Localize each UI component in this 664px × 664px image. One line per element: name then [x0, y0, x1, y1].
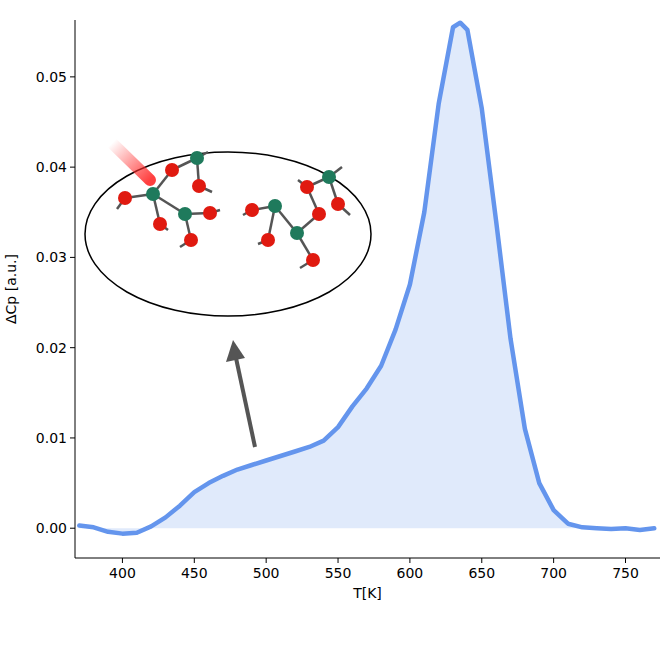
x-tick-label: 750 — [612, 565, 639, 581]
y-tick — [70, 437, 75, 438]
atom-si — [290, 226, 304, 240]
x-tick — [481, 558, 482, 563]
atom-o — [165, 163, 179, 177]
x-tick — [194, 558, 195, 563]
atom-si — [178, 207, 192, 221]
x-tick — [122, 558, 123, 563]
atom-o — [300, 180, 314, 194]
y-tick — [70, 347, 75, 348]
y-tick-label: 0.01 — [36, 430, 67, 446]
atom-o — [306, 253, 320, 267]
inset-ellipse — [85, 152, 371, 316]
x-tick-label: 400 — [109, 565, 136, 581]
x-axis — [75, 558, 660, 559]
y-tick-label: 0.04 — [36, 159, 67, 175]
atom-o — [331, 197, 345, 211]
x-tick — [553, 558, 554, 563]
x-tick-label: 600 — [397, 565, 424, 581]
x-axis-title: T[K] — [352, 585, 382, 601]
laser — [112, 143, 150, 180]
y-tick — [70, 76, 75, 77]
atom-si — [146, 187, 160, 201]
atom-si — [190, 151, 204, 165]
atom-si — [268, 199, 282, 213]
x-tick — [625, 558, 626, 563]
x-tick-label: 450 — [181, 565, 208, 581]
x-tick — [338, 558, 339, 563]
x-tick-label: 550 — [325, 565, 352, 581]
atom-o — [203, 206, 217, 220]
x-tick — [409, 558, 410, 563]
x-tick-label: 650 — [468, 565, 495, 581]
atom-o — [184, 233, 198, 247]
plot-area — [79, 23, 654, 534]
y-tick-label: 0.02 — [36, 340, 67, 356]
atom-o — [192, 179, 206, 193]
x-tick-label: 500 — [253, 565, 280, 581]
atom-o — [261, 233, 275, 247]
arrow-shaft — [236, 358, 255, 447]
x-tick — [266, 558, 267, 563]
x-tick-label: 700 — [540, 565, 567, 581]
atom-o — [245, 203, 259, 217]
atom-o — [153, 217, 167, 231]
arrow-head — [226, 340, 245, 362]
atom-si — [322, 170, 336, 184]
atom-o — [118, 191, 132, 205]
y-tick-label: 0.05 — [36, 69, 67, 85]
inset — [85, 143, 371, 316]
y-tick — [70, 167, 75, 168]
y-axis-title: ΔCp [a.u.] — [3, 254, 19, 324]
atom-o — [312, 207, 326, 221]
chart: 400 450 500 550 600 650 700 750 0.00 0.01 0.02 0.03… — [0, 0, 664, 664]
y-tick-label: 0.03 — [36, 249, 67, 265]
y-tick-label: 0.00 — [36, 520, 67, 536]
y-tick — [70, 257, 75, 258]
line — [79, 23, 654, 534]
area-fill — [79, 23, 654, 534]
y-axis — [75, 20, 76, 558]
y-tick — [70, 528, 75, 529]
